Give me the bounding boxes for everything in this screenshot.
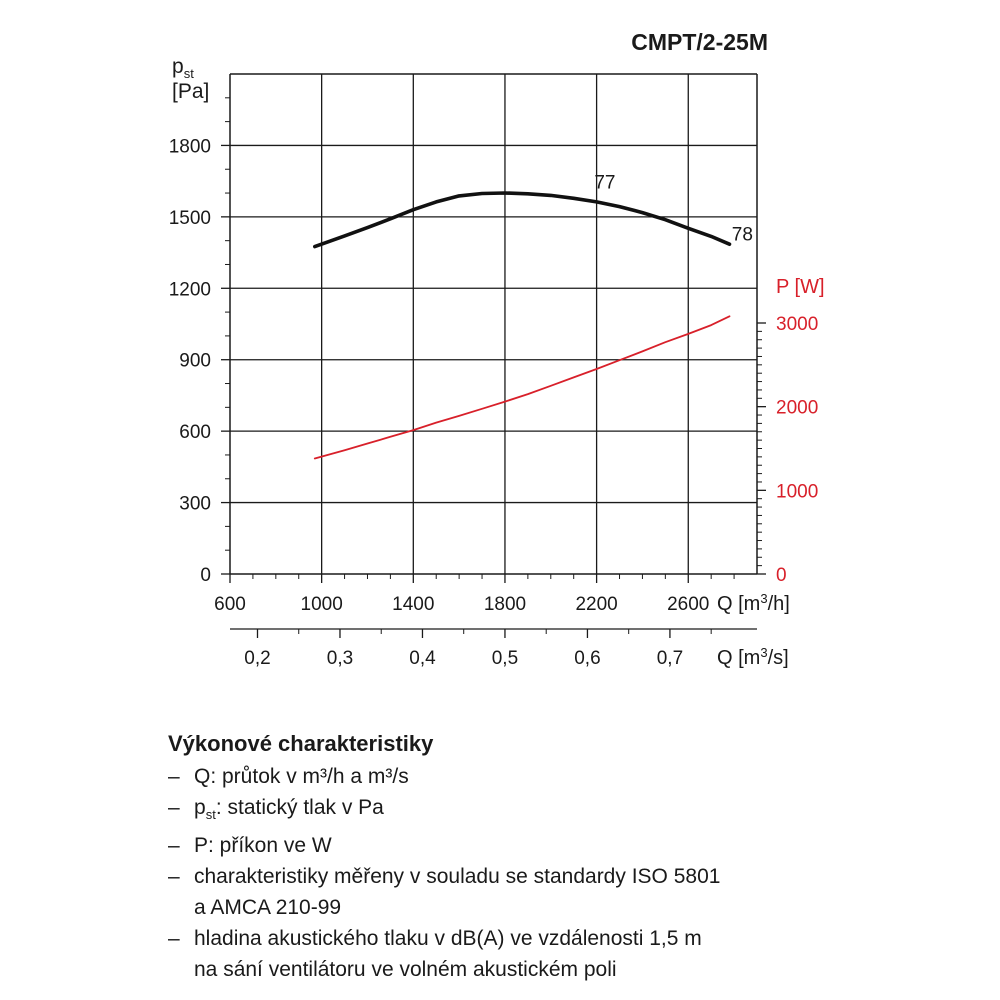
- curve-annotation: 77: [594, 172, 615, 193]
- y-left-tick-labels: 0 300 600 900 1200 1500 1800: [169, 136, 211, 586]
- curve-annotation: 78: [732, 225, 753, 246]
- plot-frame: [229, 73, 758, 575]
- legend-item: charakteristiky měřeny v souladu se stan…: [168, 861, 968, 923]
- x-primary-label: Q [m3/h]: [717, 591, 790, 615]
- x-secondary-tick-label: 0,2: [244, 648, 270, 669]
- minor-ticks: [221, 97, 766, 583]
- y-left-label-sub: st: [184, 66, 195, 81]
- y-left-tick-label: 1200: [169, 279, 211, 300]
- x-secondary-tick-label: 0,6: [574, 648, 600, 669]
- y-left-tick-label: 0: [200, 565, 211, 586]
- y-left-tick-label: 300: [179, 494, 211, 515]
- legend-item-text-cont: na sání ventilátoru ve volném akustickém…: [194, 958, 617, 982]
- legend-item-sub: st: [205, 807, 216, 823]
- static-pressure-curve: [313, 191, 732, 249]
- y-left-tick-label: 1800: [169, 136, 211, 157]
- y-left-tick-label: 1500: [169, 208, 211, 229]
- x-secondary-tick-label: 0,7: [657, 648, 683, 669]
- legend-item-text-cont: a AMCA 210-99: [194, 896, 342, 920]
- y-right-tick-label: 0: [776, 565, 787, 586]
- y-right-tick-labels: 0 1000 2000 3000: [776, 314, 818, 586]
- legend-list: Q: průtok v m³/h a m³/s pst: statický tl…: [168, 761, 968, 985]
- curve-annotations: 77 78: [594, 172, 753, 245]
- legend-item: hladina akustického tlaku v dB(A) ve vzd…: [168, 923, 968, 985]
- legend-item: Q: průtok v m³/h a m³/s: [168, 761, 968, 792]
- y-left-tick-label: 600: [179, 422, 211, 443]
- x-secondary-tick-label: 0,4: [409, 648, 436, 669]
- power-curve: [313, 315, 731, 460]
- y-right-tick-label: 2000: [776, 398, 818, 419]
- legend-heading: Výkonové charakteristiky: [168, 731, 434, 756]
- legend-item: pst: statický tlak v Pa: [168, 792, 968, 830]
- y-right-label: P [W]: [776, 276, 825, 298]
- x-secondary-label: Q [m3/s]: [717, 645, 789, 669]
- x-primary-tick-label: 2600: [667, 594, 709, 615]
- legend-item-text: charakteristiky měřeny v souladu se stan…: [194, 865, 721, 889]
- x-secondary-axis: 0,2 0,3 0,4 0,5 0,6 0,7: [230, 628, 757, 669]
- legend-item-text: : statický tlak v Pa: [215, 796, 384, 819]
- legend-item-text: hladina akustického tlaku v dB(A) ve vzd…: [194, 927, 702, 951]
- x-primary-tick-label: 1400: [392, 594, 434, 615]
- legend-block: Výkonové charakteristiky Q: průtok v m³/…: [168, 728, 968, 985]
- x-primary-tick-label: 1800: [484, 594, 526, 615]
- x-primary-tick-label: 1000: [301, 594, 343, 615]
- legend-item-text: P: příkon ve W: [194, 834, 332, 858]
- y-right-tick-label: 3000: [776, 314, 818, 335]
- legend-item: P: příkon ve W: [168, 830, 968, 861]
- x-primary-tick-labels: 600 1000 1400 1800 2200 2600: [214, 594, 709, 615]
- performance-chart: CMPT/2-25M 0 300 600 900 1200 1500 1800 0 1000 2…: [169, 29, 825, 669]
- y-left-label-main: p: [172, 55, 184, 78]
- chart-title: CMPT/2-25M: [631, 29, 768, 55]
- x-primary-tick-label: 600: [214, 594, 246, 615]
- y-left-tick-label: 900: [179, 351, 211, 372]
- x-secondary-tick-label: 0,3: [327, 648, 353, 669]
- series-group: [313, 191, 732, 460]
- x-secondary-tick-label: 0,5: [492, 648, 518, 669]
- grid: [230, 74, 757, 574]
- y-right-tick-label: 1000: [776, 481, 818, 502]
- x-primary-tick-label: 2200: [575, 594, 617, 615]
- legend-item-prefix: p: [194, 796, 206, 819]
- legend-item-text: Q: průtok v m³/h a m³/s: [194, 765, 409, 788]
- y-left-unit: [Pa]: [172, 80, 209, 103]
- y-left-label: pst: [172, 55, 194, 81]
